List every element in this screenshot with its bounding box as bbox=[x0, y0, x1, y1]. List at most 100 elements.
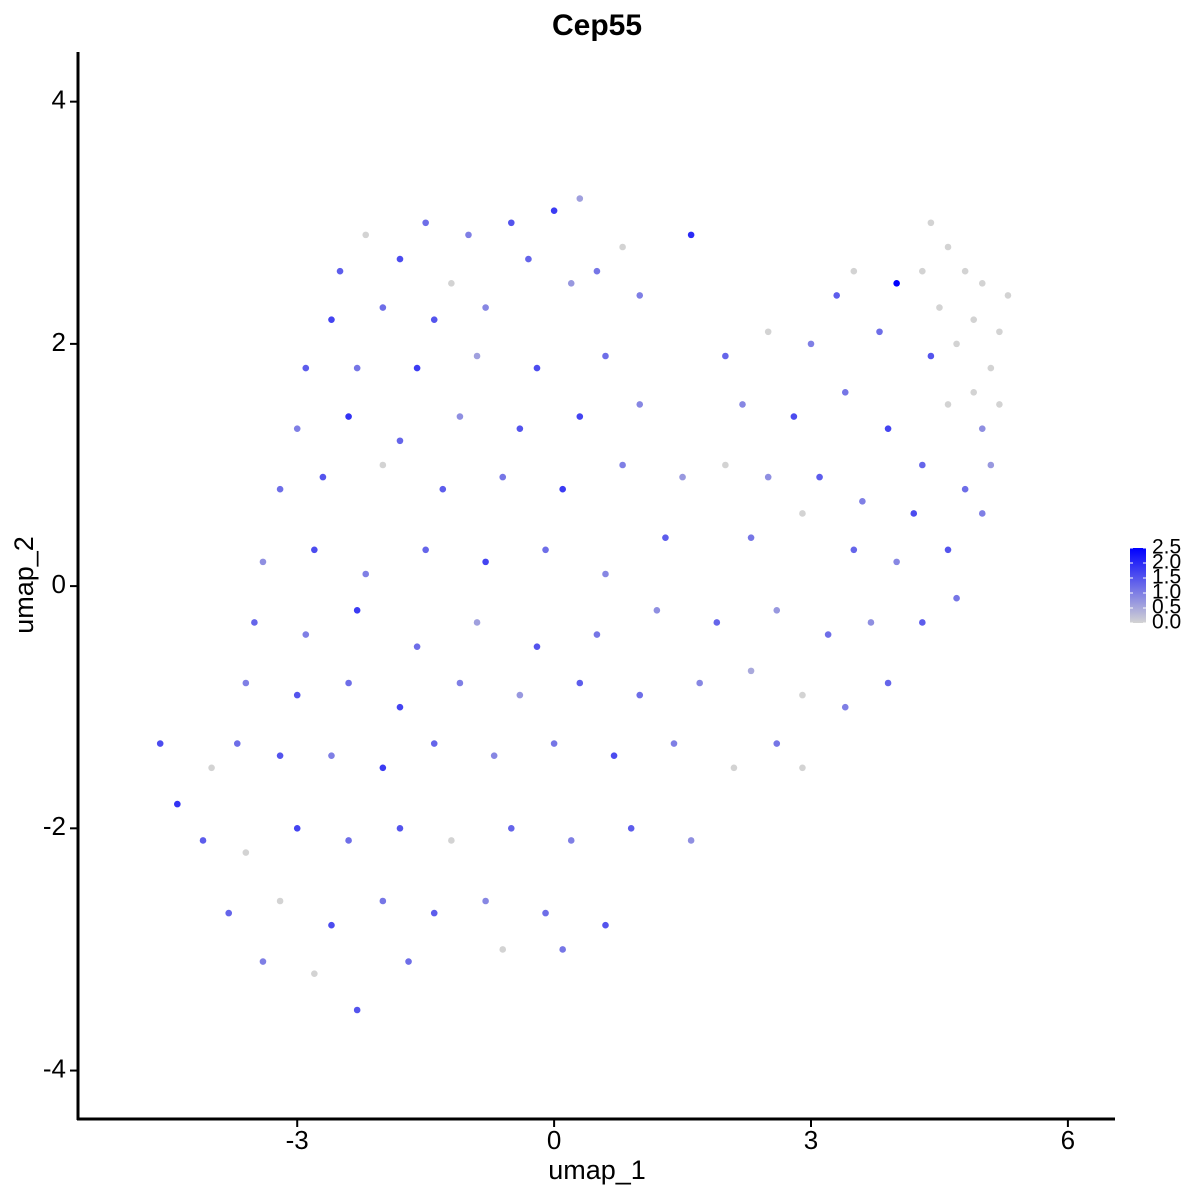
point bbox=[636, 691, 644, 699]
point bbox=[276, 752, 284, 759]
point bbox=[593, 631, 601, 638]
point bbox=[293, 425, 301, 432]
point bbox=[747, 534, 755, 541]
point bbox=[739, 401, 746, 408]
point bbox=[396, 255, 404, 263]
point bbox=[233, 740, 241, 747]
point bbox=[576, 195, 584, 202]
point bbox=[619, 243, 626, 251]
point bbox=[448, 280, 455, 287]
point bbox=[456, 413, 464, 420]
point bbox=[430, 316, 438, 323]
point bbox=[636, 401, 644, 408]
point bbox=[602, 570, 609, 578]
point bbox=[996, 328, 1003, 336]
point bbox=[396, 825, 404, 832]
point bbox=[953, 594, 960, 602]
point bbox=[302, 364, 310, 372]
point bbox=[559, 946, 566, 953]
point bbox=[850, 546, 858, 554]
point bbox=[593, 267, 601, 275]
point bbox=[473, 619, 481, 626]
point bbox=[379, 461, 387, 469]
point bbox=[259, 558, 267, 566]
point bbox=[362, 570, 370, 578]
point bbox=[927, 219, 935, 227]
colorbar-label: 2.0 bbox=[1152, 551, 1181, 574]
point bbox=[567, 280, 575, 287]
point bbox=[996, 401, 1003, 408]
point bbox=[328, 316, 335, 323]
point bbox=[687, 231, 695, 239]
colorbar bbox=[1130, 548, 1146, 623]
point bbox=[961, 267, 969, 275]
point bbox=[499, 473, 507, 481]
y-tick-label: 2 bbox=[52, 327, 66, 357]
point bbox=[764, 328, 772, 336]
point bbox=[259, 958, 267, 965]
point bbox=[576, 413, 584, 420]
point bbox=[533, 643, 541, 650]
point bbox=[799, 510, 806, 517]
point bbox=[884, 679, 892, 687]
point bbox=[405, 958, 412, 965]
point bbox=[542, 546, 549, 554]
point bbox=[430, 909, 438, 917]
colorbar-label: 0.0 bbox=[1152, 611, 1181, 634]
point bbox=[978, 510, 986, 517]
point bbox=[353, 364, 361, 372]
point bbox=[927, 352, 935, 360]
point bbox=[884, 425, 892, 432]
point bbox=[465, 231, 472, 239]
point bbox=[242, 849, 250, 856]
point bbox=[619, 461, 626, 469]
point bbox=[353, 1006, 361, 1014]
point bbox=[396, 437, 404, 445]
point bbox=[396, 703, 404, 711]
point bbox=[353, 607, 361, 614]
point bbox=[730, 764, 738, 772]
point bbox=[919, 461, 926, 469]
point bbox=[850, 267, 858, 275]
point bbox=[328, 752, 335, 759]
point bbox=[807, 340, 815, 348]
point bbox=[679, 473, 686, 481]
point bbox=[944, 243, 952, 251]
point bbox=[225, 909, 233, 917]
point bbox=[507, 219, 515, 227]
point bbox=[722, 461, 729, 469]
point bbox=[550, 740, 558, 747]
x-tick-label: 3 bbox=[804, 1125, 818, 1155]
point bbox=[970, 389, 978, 396]
y-axis-label: umap_2 bbox=[9, 536, 39, 634]
point bbox=[961, 485, 969, 493]
point bbox=[747, 667, 755, 675]
point bbox=[199, 837, 207, 844]
point bbox=[430, 740, 438, 747]
colorbar-label: 1.0 bbox=[1152, 581, 1181, 604]
point bbox=[242, 679, 250, 687]
point bbox=[542, 909, 549, 917]
x-axis-label: umap_1 bbox=[548, 1155, 646, 1185]
point bbox=[311, 546, 318, 554]
point bbox=[1004, 292, 1012, 299]
point bbox=[936, 304, 943, 311]
point bbox=[876, 328, 883, 336]
point bbox=[790, 413, 798, 420]
point bbox=[610, 752, 618, 759]
point bbox=[550, 207, 558, 214]
point bbox=[833, 292, 840, 299]
point bbox=[919, 267, 926, 275]
point bbox=[953, 340, 960, 348]
point bbox=[662, 534, 669, 541]
point bbox=[636, 292, 644, 299]
point bbox=[722, 352, 729, 360]
point bbox=[276, 897, 284, 905]
point bbox=[379, 304, 387, 311]
point bbox=[919, 619, 926, 626]
point bbox=[602, 352, 609, 360]
point bbox=[987, 461, 995, 469]
colorbar-label: 1.5 bbox=[1152, 566, 1181, 589]
x-tick-label: 0 bbox=[547, 1125, 561, 1155]
point bbox=[893, 280, 900, 287]
